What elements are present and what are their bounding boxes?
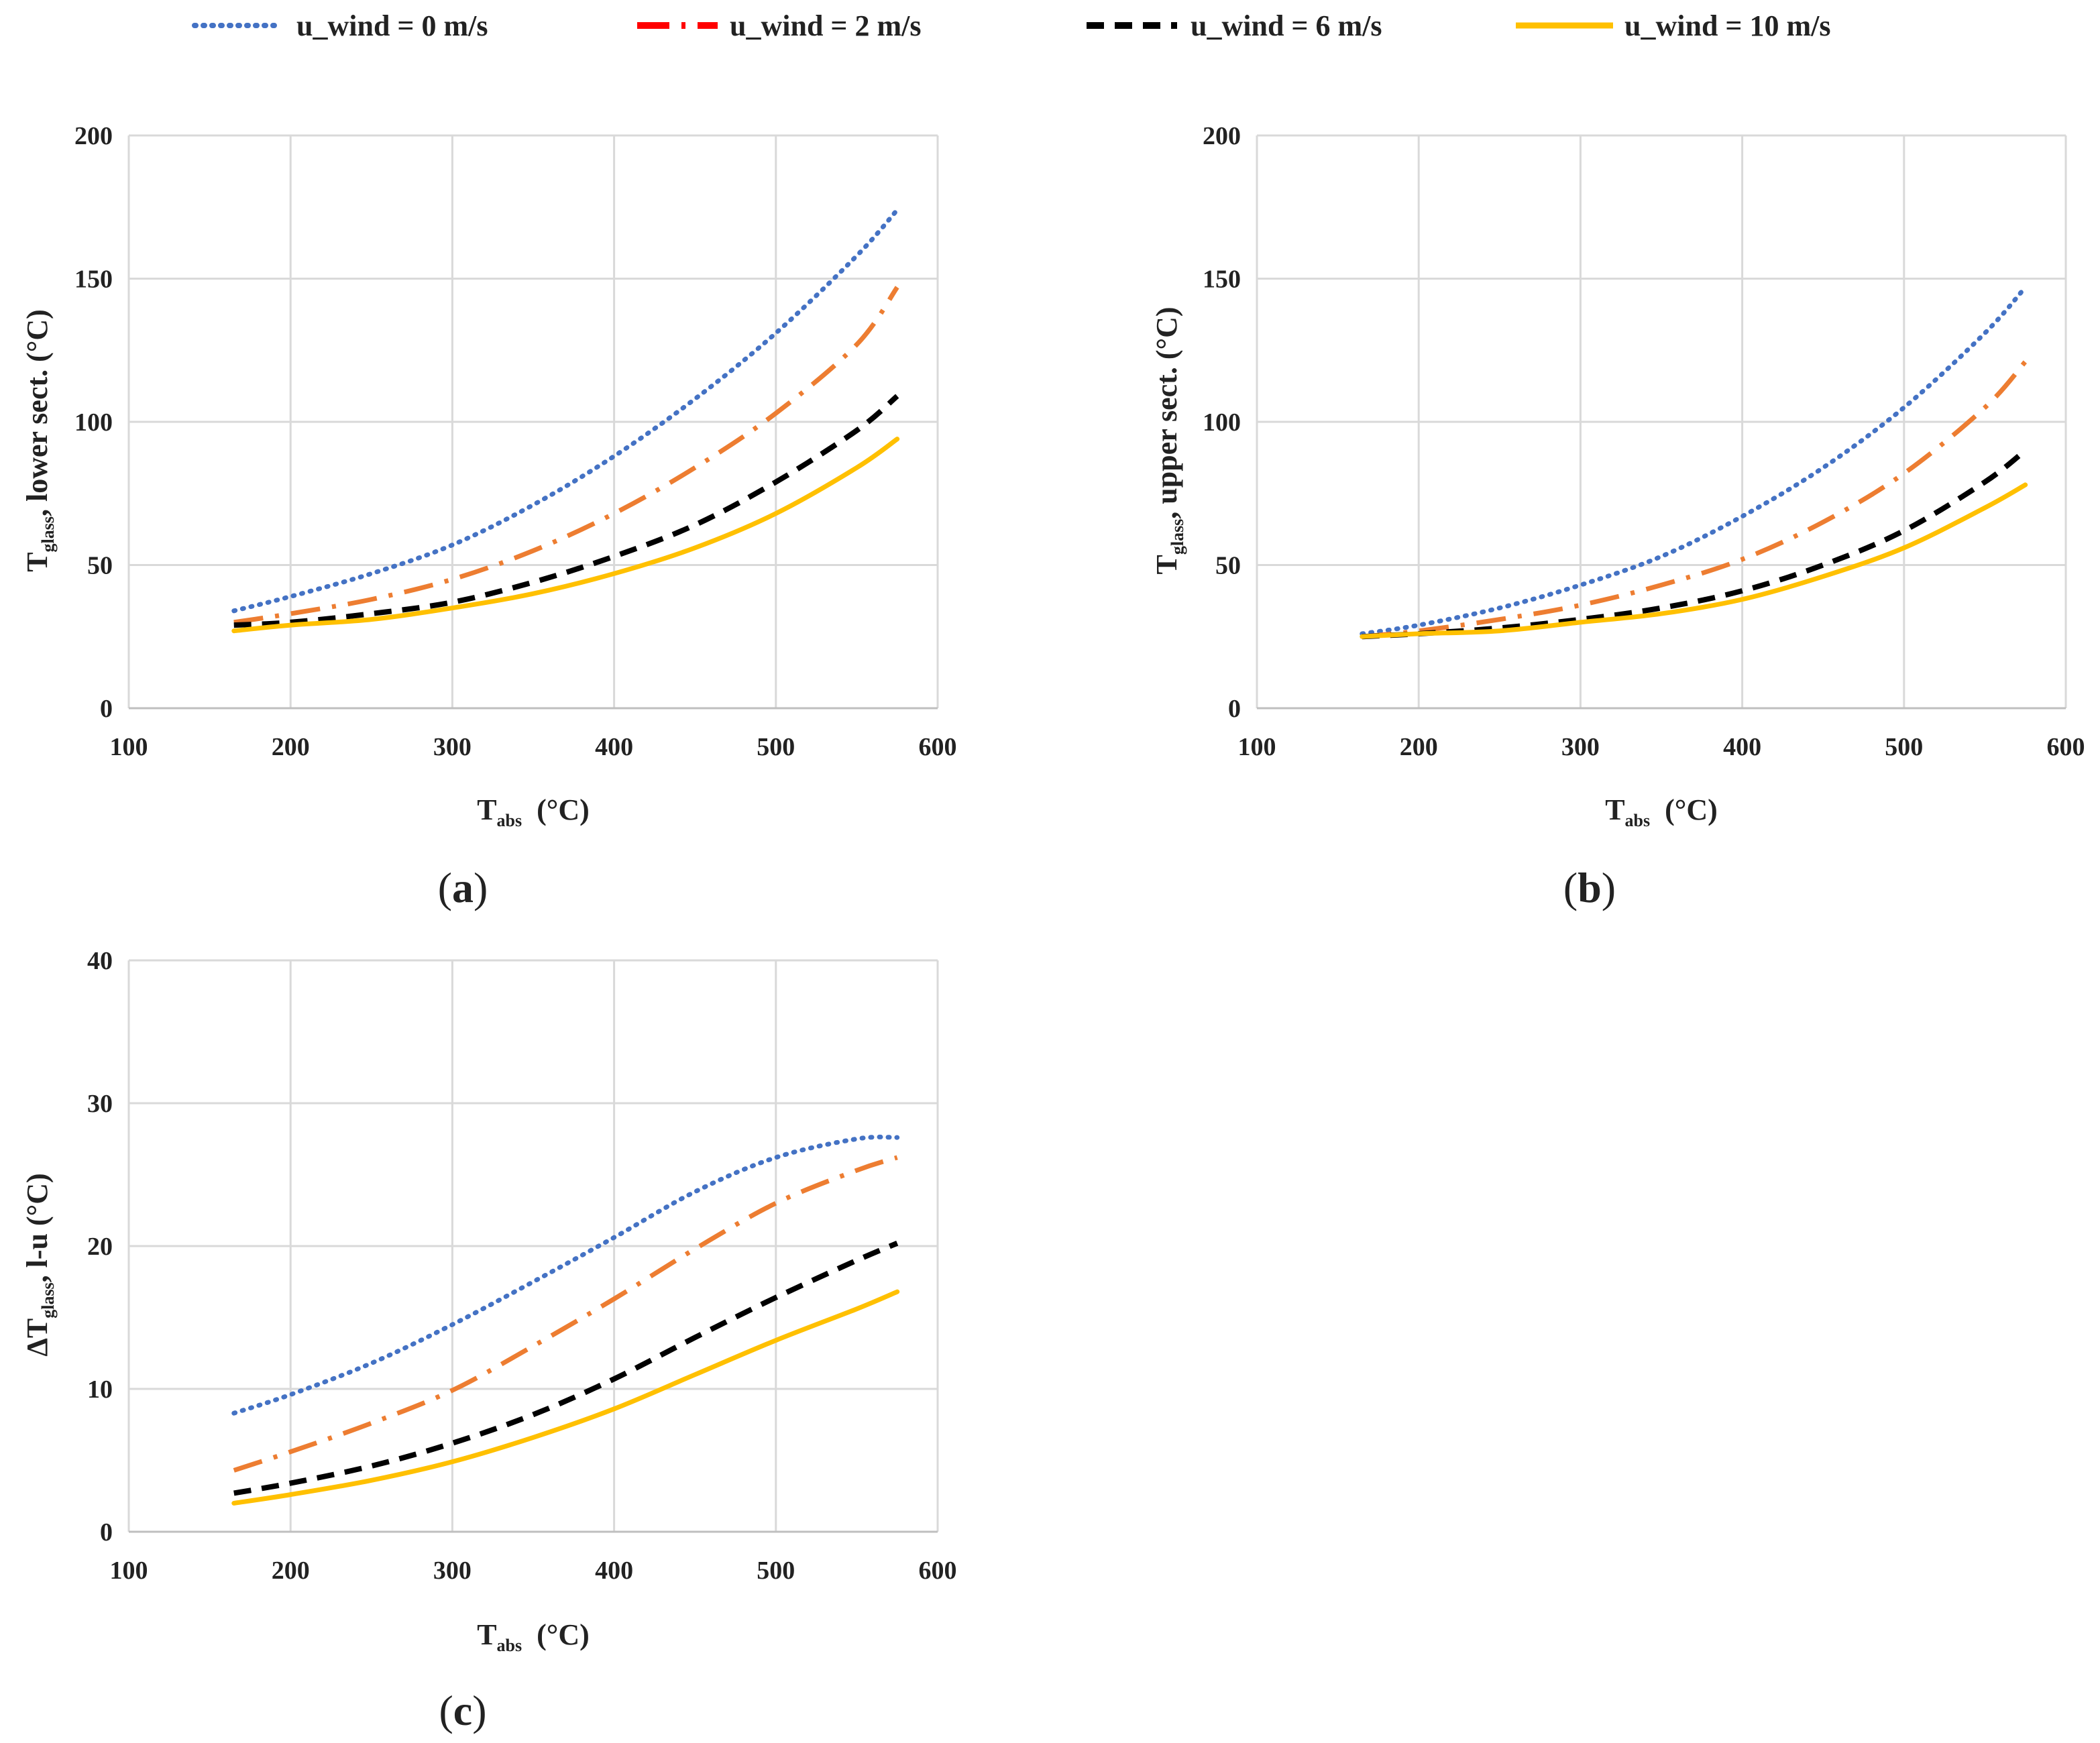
- y-tick-label: 50: [1215, 552, 1241, 580]
- x-axis-title-sub: abs: [497, 1636, 522, 1655]
- y-axis-title-sub: glass: [1168, 519, 1187, 555]
- y-tick-label: 0: [1228, 695, 1241, 723]
- x-tick-label: 500: [757, 1557, 795, 1585]
- x-tick-label: 100: [110, 733, 148, 761]
- x-tick-label: 300: [1561, 733, 1600, 761]
- x-axis-title: Tabs (°C): [1605, 793, 1718, 830]
- legend-item-2: u_wind = 6 m/s: [1087, 9, 1382, 42]
- y-tick-label: 150: [1203, 266, 1241, 294]
- panel-label-letter: a: [452, 864, 474, 911]
- y-tick-label: 100: [74, 408, 113, 437]
- y-axis-title-main: T: [1150, 555, 1183, 574]
- x-tick-label: 600: [919, 1557, 957, 1585]
- series-line-1: [1362, 360, 2028, 639]
- x-tick-label: 200: [272, 733, 310, 761]
- panel-label-close: ): [472, 1687, 486, 1734]
- x-tick-label: 100: [1238, 733, 1276, 761]
- legend: u_wind = 0 m/s u_wind = 2 m/s u_wind = 6…: [192, 9, 1830, 42]
- y-axis-title: Tglass, lower sect. (°C): [21, 309, 58, 572]
- x-tick-label: 400: [1723, 733, 1761, 761]
- y-tick-label: 200: [1203, 122, 1241, 150]
- series-line-1: [233, 1155, 898, 1473]
- series-line-0: [231, 207, 900, 614]
- panel-label: (a): [438, 864, 488, 911]
- series-line-2: [233, 394, 899, 628]
- panel-label-close: ): [474, 864, 488, 911]
- x-axis-title-unit: (°C): [522, 793, 590, 826]
- legend-label-2: u_wind = 6 m/s: [1191, 9, 1382, 42]
- y-axis-title-sub: glass: [38, 516, 58, 552]
- panel-label: (b): [1563, 864, 1616, 911]
- x-tick-label: 600: [2047, 733, 2085, 761]
- x-tick-label: 100: [110, 1557, 148, 1585]
- legend-label-0: u_wind = 0 m/s: [296, 9, 488, 42]
- y-tick-label: 50: [87, 552, 113, 580]
- y-tick-label: 40: [87, 947, 113, 975]
- y-tick-label: 200: [74, 122, 113, 150]
- x-axis-title-unit: (°C): [1650, 793, 1718, 826]
- y-tick-label: 30: [87, 1090, 113, 1118]
- panel-label-open: (: [438, 864, 452, 911]
- series-line-1: [233, 286, 899, 625]
- y-tick-label: 100: [1203, 408, 1241, 437]
- legend-item-0: u_wind = 0 m/s: [192, 9, 488, 42]
- y-axis-title-main: T: [21, 552, 54, 571]
- x-axis-title-main: T: [477, 1618, 496, 1651]
- x-axis-title-main: T: [477, 793, 496, 826]
- y-tick-label: 20: [87, 1233, 113, 1261]
- series-line-3: [231, 1289, 900, 1506]
- legend-label-1: u_wind = 2 m/s: [730, 9, 921, 42]
- y-tick-label: 150: [74, 266, 113, 294]
- x-axis-title-unit: (°C): [522, 1618, 590, 1651]
- x-axis-title-main: T: [1605, 793, 1624, 826]
- legend-item-1: u_wind = 2 m/s: [637, 9, 921, 42]
- legend-item-3: u_wind = 10 m/s: [1516, 9, 1830, 42]
- x-axis-title-sub: abs: [497, 811, 522, 830]
- x-tick-label: 400: [595, 733, 633, 761]
- x-tick-label: 200: [1400, 733, 1438, 761]
- series-line-3: [231, 437, 900, 634]
- x-tick-label: 200: [272, 1557, 310, 1585]
- y-axis-title: Tglass, upper sect. (°C): [1150, 306, 1187, 574]
- panel-label-letter: c: [453, 1687, 472, 1734]
- y-tick-label: 10: [87, 1375, 113, 1404]
- panel-label: (c): [439, 1687, 486, 1734]
- panel-label-open: (: [439, 1687, 453, 1734]
- x-tick-label: 400: [595, 1557, 633, 1585]
- y-axis-title-rest: , lower sect. (°C): [21, 309, 54, 516]
- x-tick-label: 500: [757, 733, 795, 761]
- panel-label-close: ): [1602, 864, 1616, 911]
- y-tick-label: 0: [100, 1518, 113, 1547]
- series-line-2: [1362, 448, 2028, 640]
- y-axis-title-sub: glass: [38, 1282, 58, 1318]
- chart-panel-c: 100 200 300 400 500 600 0 10 20 30 40 Tabs (°C) ΔTgl…: [21, 947, 957, 1734]
- series-line-0: [1360, 284, 2028, 636]
- panel-label-letter: b: [1578, 864, 1602, 911]
- x-tick-label: 300: [433, 1557, 472, 1585]
- y-axis-title-rest: , l-u (°C): [21, 1173, 54, 1282]
- y-tick-label: 0: [100, 695, 113, 723]
- series-line-3: [1360, 482, 2028, 639]
- x-axis-title: Tabs (°C): [477, 1618, 590, 1655]
- x-axis-title-sub: abs: [1625, 811, 1651, 830]
- legend-label-3: u_wind = 10 m/s: [1624, 9, 1830, 42]
- x-tick-label: 600: [919, 733, 957, 761]
- series-line-0: [231, 1134, 900, 1416]
- y-axis-title-main: ΔT: [21, 1318, 54, 1357]
- series-line-2: [233, 1241, 899, 1496]
- panel-label-open: (: [1563, 864, 1578, 911]
- y-axis-title: ΔTglass, l-u (°C): [21, 1173, 58, 1356]
- x-axis-title: Tabs (°C): [477, 793, 590, 830]
- x-tick-label: 500: [1885, 733, 1923, 761]
- y-axis-title-rest: , upper sect. (°C): [1150, 306, 1183, 518]
- x-tick-label: 300: [433, 733, 472, 761]
